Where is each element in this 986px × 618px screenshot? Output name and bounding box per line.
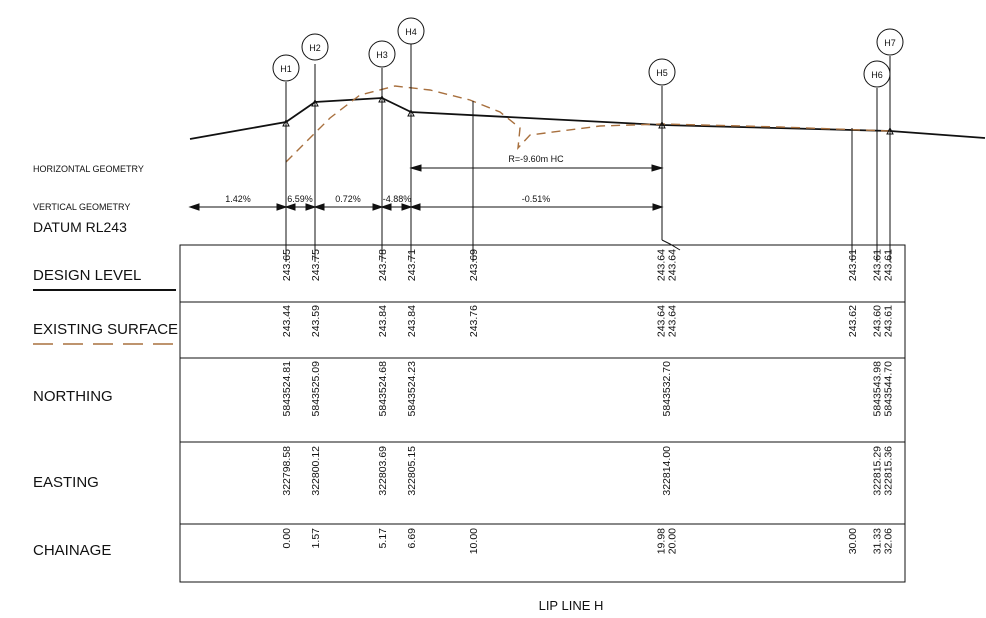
design-value: 243.61	[883, 249, 895, 281]
northing-value: 5843544.70	[883, 361, 895, 417]
point-h6: H6	[863, 60, 891, 88]
grade-4-label: -4.88%	[383, 194, 412, 204]
northing-value: 5843525.09	[310, 361, 322, 417]
easting-value: 322803.69	[377, 446, 389, 496]
table-values: 243.65 243.44 5843524.81 322798.58 0.00 243.7…	[281, 249, 895, 554]
chainage-value: 5.17	[377, 528, 389, 549]
horizontal-curve-label: R=-9.60m HC	[508, 154, 564, 164]
design-value: 243.65	[281, 249, 293, 281]
point-h1: H1	[272, 54, 300, 82]
design-profile-line	[189, 97, 986, 140]
design-value: 243.61	[847, 249, 859, 281]
northing-value: 5843524.81	[281, 361, 293, 417]
chainage-value: 6.69	[406, 528, 418, 549]
chainage-label: CHAINAGE	[33, 542, 111, 559]
existing-value: 243.84	[377, 305, 389, 337]
station-lines	[285, 44, 891, 262]
northing-value: 5843532.70	[661, 361, 673, 417]
existing-surface-label: EXISTING SURFACE	[33, 321, 178, 338]
easting-value: 322815.36	[883, 446, 895, 496]
point-h7: H7	[876, 28, 904, 56]
design-value: 243.78	[377, 249, 389, 281]
easting-value: 322798.58	[281, 446, 293, 496]
point-h5-label: H5	[656, 68, 668, 78]
grade-3-label: 0.72%	[335, 194, 361, 204]
vertex-markers	[282, 94, 894, 135]
horizontal-curve-dimension	[409, 164, 664, 172]
design-value: 243.64	[667, 249, 679, 281]
point-h2-label: H2	[309, 43, 321, 53]
point-h1-label: H1	[280, 64, 292, 74]
grade-1-label: 1.42%	[225, 194, 251, 204]
design-value: 243.69	[468, 249, 480, 281]
existing-value: 243.44	[281, 305, 293, 337]
existing-value: 243.61	[883, 305, 895, 337]
easting-value: 322800.12	[310, 446, 322, 496]
existing-value: 243.84	[406, 305, 418, 337]
grade-2-label: 6.59%	[287, 194, 313, 204]
northing-label: NORTHING	[33, 388, 113, 405]
existing-value: 243.60	[872, 305, 884, 337]
northing-value: 5843543.98	[872, 361, 884, 417]
horizontal-geometry-label: HORIZONTAL GEOMETRY	[33, 164, 144, 174]
northing-value: 5843524.23	[406, 361, 418, 417]
drawing-title: LIP LINE H	[539, 598, 604, 613]
point-h3-label: H3	[376, 50, 388, 60]
chainage-value: 32.06	[883, 528, 895, 554]
chainage-value: 31.33	[872, 528, 884, 554]
design-level-label: DESIGN LEVEL	[33, 267, 141, 284]
point-h4-label: H4	[405, 27, 417, 37]
design-value: 243.75	[310, 249, 322, 281]
easting-value: 322815.29	[872, 446, 884, 496]
northing-value: 5843524.68	[377, 361, 389, 417]
chainage-value: 0.00	[281, 528, 293, 549]
point-h6-label: H6	[871, 70, 883, 80]
grade-5-label: -0.51%	[522, 194, 551, 204]
point-h7-label: H7	[884, 38, 896, 48]
easting-value: 322805.15	[406, 446, 418, 496]
data-table-frame	[179, 244, 906, 583]
point-h5: H5	[648, 58, 676, 86]
vertical-grade-dimensions	[188, 203, 664, 211]
point-h2: H2	[301, 33, 329, 61]
point-h4: H4	[397, 17, 425, 45]
existing-value: 243.64	[667, 305, 679, 337]
station-20-leader	[661, 239, 681, 251]
existing-value: 243.62	[847, 305, 859, 337]
easting-label: EASTING	[33, 474, 99, 491]
existing-value: 243.59	[310, 305, 322, 337]
design-value: 243.61	[872, 249, 884, 281]
design-value: 243.71	[406, 249, 418, 281]
point-h3: H3	[368, 40, 396, 68]
existing-surface-line	[285, 85, 891, 163]
chainage-value: 1.57	[310, 528, 322, 549]
datum-label: DATUM RL243	[33, 219, 127, 235]
existing-value: 243.76	[468, 305, 480, 337]
chainage-value: 30.00	[847, 528, 859, 554]
chainage-value: 10.00	[468, 528, 480, 554]
design-value: 243.64	[656, 249, 668, 281]
existing-value: 243.64	[656, 305, 668, 337]
vertical-geometry-label: VERTICAL GEOMETRY	[33, 202, 130, 212]
chainage-value: 20.00	[667, 528, 679, 554]
chainage-value: 19.98	[656, 528, 668, 554]
easting-value: 322814.00	[661, 446, 673, 496]
